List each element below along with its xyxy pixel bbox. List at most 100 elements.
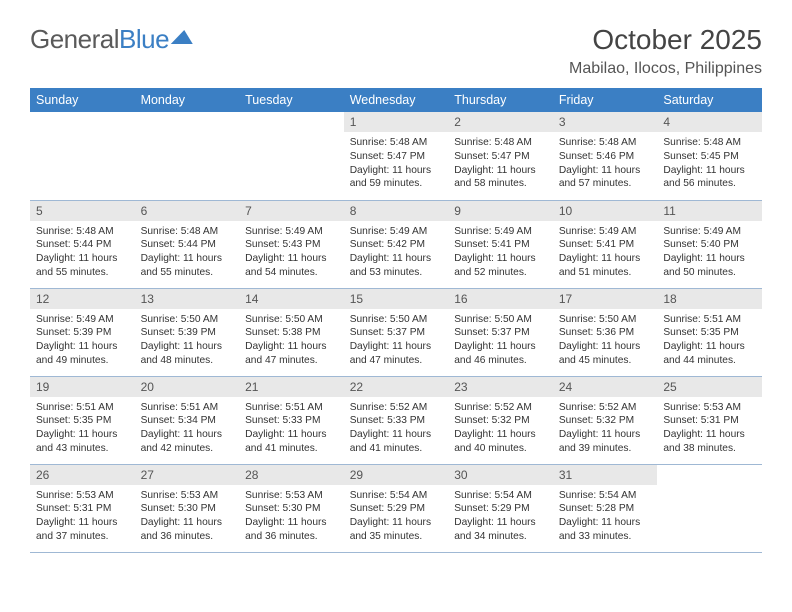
- day-number: 22: [344, 377, 449, 397]
- logo-text-2: Blue: [119, 24, 169, 55]
- calendar-cell: 0: [239, 112, 344, 200]
- day-number: 12: [30, 289, 135, 309]
- day-number: 20: [135, 377, 240, 397]
- day-number: 10: [553, 201, 658, 221]
- day-number: 14: [239, 289, 344, 309]
- location-text: Mabilao, Ilocos, Philippines: [569, 60, 762, 78]
- calendar-cell: 13Sunrise: 5:50 AMSunset: 5:39 PMDayligh…: [135, 288, 240, 376]
- calendar-cell: 19Sunrise: 5:51 AMSunset: 5:35 PMDayligh…: [30, 376, 135, 464]
- day-details: Sunrise: 5:51 AMSunset: 5:34 PMDaylight:…: [135, 397, 240, 458]
- day-details: Sunrise: 5:49 AMSunset: 5:42 PMDaylight:…: [344, 221, 449, 282]
- calendar-cell: 12Sunrise: 5:49 AMSunset: 5:39 PMDayligh…: [30, 288, 135, 376]
- calendar-cell: 29Sunrise: 5:54 AMSunset: 5:29 PMDayligh…: [344, 464, 449, 552]
- calendar-cell: 28Sunrise: 5:53 AMSunset: 5:30 PMDayligh…: [239, 464, 344, 552]
- day-number: 27: [135, 465, 240, 485]
- day-number: 7: [239, 201, 344, 221]
- calendar-cell: 22Sunrise: 5:52 AMSunset: 5:33 PMDayligh…: [344, 376, 449, 464]
- day-number: 13: [135, 289, 240, 309]
- day-number: 9: [448, 201, 553, 221]
- calendar-cell: 24Sunrise: 5:52 AMSunset: 5:32 PMDayligh…: [553, 376, 658, 464]
- day-details: Sunrise: 5:49 AMSunset: 5:41 PMDaylight:…: [448, 221, 553, 282]
- calendar-cell: 25Sunrise: 5:53 AMSunset: 5:31 PMDayligh…: [657, 376, 762, 464]
- day-number: 17: [553, 289, 658, 309]
- day-details: Sunrise: 5:50 AMSunset: 5:37 PMDaylight:…: [448, 309, 553, 370]
- weekday-header: Thursday: [448, 88, 553, 112]
- calendar-cell: 11Sunrise: 5:49 AMSunset: 5:40 PMDayligh…: [657, 200, 762, 288]
- day-number: 8: [344, 201, 449, 221]
- weekday-header: Sunday: [30, 88, 135, 112]
- weekday-header-row: Sunday Monday Tuesday Wednesday Thursday…: [30, 88, 762, 112]
- calendar-cell: 20Sunrise: 5:51 AMSunset: 5:34 PMDayligh…: [135, 376, 240, 464]
- day-number: 5: [30, 201, 135, 221]
- day-number: 15: [344, 289, 449, 309]
- logo-text-1: General: [30, 24, 119, 55]
- day-details: Sunrise: 5:49 AMSunset: 5:43 PMDaylight:…: [239, 221, 344, 282]
- calendar-cell: 2Sunrise: 5:48 AMSunset: 5:47 PMDaylight…: [448, 112, 553, 200]
- title-block: October 2025 Mabilao, Ilocos, Philippine…: [569, 24, 762, 78]
- calendar-cell: 17Sunrise: 5:50 AMSunset: 5:36 PMDayligh…: [553, 288, 658, 376]
- day-details: Sunrise: 5:53 AMSunset: 5:31 PMDaylight:…: [657, 397, 762, 458]
- day-details: Sunrise: 5:53 AMSunset: 5:30 PMDaylight:…: [239, 485, 344, 546]
- calendar-cell: 9Sunrise: 5:49 AMSunset: 5:41 PMDaylight…: [448, 200, 553, 288]
- day-details: Sunrise: 5:53 AMSunset: 5:31 PMDaylight:…: [30, 485, 135, 546]
- day-number: 2: [448, 112, 553, 132]
- day-details: Sunrise: 5:52 AMSunset: 5:32 PMDaylight:…: [553, 397, 658, 458]
- day-number: 11: [657, 201, 762, 221]
- day-number: 30: [448, 465, 553, 485]
- day-details: Sunrise: 5:51 AMSunset: 5:35 PMDaylight:…: [30, 397, 135, 458]
- day-details: Sunrise: 5:54 AMSunset: 5:29 PMDaylight:…: [448, 485, 553, 546]
- weekday-header: Wednesday: [344, 88, 449, 112]
- calendar-cell: 6Sunrise: 5:48 AMSunset: 5:44 PMDaylight…: [135, 200, 240, 288]
- day-details: Sunrise: 5:48 AMSunset: 5:47 PMDaylight:…: [344, 132, 449, 193]
- weekday-header: Friday: [553, 88, 658, 112]
- day-details: Sunrise: 5:48 AMSunset: 5:44 PMDaylight:…: [30, 221, 135, 282]
- calendar-cell: 15Sunrise: 5:50 AMSunset: 5:37 PMDayligh…: [344, 288, 449, 376]
- day-details: Sunrise: 5:48 AMSunset: 5:47 PMDaylight:…: [448, 132, 553, 193]
- day-details: Sunrise: 5:50 AMSunset: 5:36 PMDaylight:…: [553, 309, 658, 370]
- day-details: Sunrise: 5:48 AMSunset: 5:45 PMDaylight:…: [657, 132, 762, 193]
- calendar-row: 19Sunrise: 5:51 AMSunset: 5:35 PMDayligh…: [30, 376, 762, 464]
- calendar-cell: 18Sunrise: 5:51 AMSunset: 5:35 PMDayligh…: [657, 288, 762, 376]
- calendar-body: 0 0 0 1Sunrise: 5:48 AMSunset: 5:47 PMDa…: [30, 112, 762, 552]
- day-number: 31: [553, 465, 658, 485]
- calendar-cell: 1Sunrise: 5:48 AMSunset: 5:47 PMDaylight…: [344, 112, 449, 200]
- calendar-row: 0 0 0 1Sunrise: 5:48 AMSunset: 5:47 PMDa…: [30, 112, 762, 200]
- calendar-cell: 26Sunrise: 5:53 AMSunset: 5:31 PMDayligh…: [30, 464, 135, 552]
- day-number: 29: [344, 465, 449, 485]
- day-details: Sunrise: 5:51 AMSunset: 5:33 PMDaylight:…: [239, 397, 344, 458]
- calendar-cell: 16Sunrise: 5:50 AMSunset: 5:37 PMDayligh…: [448, 288, 553, 376]
- day-details: Sunrise: 5:49 AMSunset: 5:41 PMDaylight:…: [553, 221, 658, 282]
- day-details: Sunrise: 5:54 AMSunset: 5:29 PMDaylight:…: [344, 485, 449, 546]
- day-number: 4: [657, 112, 762, 132]
- day-details: Sunrise: 5:53 AMSunset: 5:30 PMDaylight:…: [135, 485, 240, 546]
- calendar-cell: 4Sunrise: 5:48 AMSunset: 5:45 PMDaylight…: [657, 112, 762, 200]
- weekday-header: Saturday: [657, 88, 762, 112]
- day-details: Sunrise: 5:50 AMSunset: 5:39 PMDaylight:…: [135, 309, 240, 370]
- day-details: Sunrise: 5:49 AMSunset: 5:40 PMDaylight:…: [657, 221, 762, 282]
- weekday-header: Monday: [135, 88, 240, 112]
- logo: GeneralBlue: [30, 24, 194, 55]
- calendar-cell: 14Sunrise: 5:50 AMSunset: 5:38 PMDayligh…: [239, 288, 344, 376]
- sail-icon: [172, 28, 194, 44]
- calendar-cell: 31Sunrise: 5:54 AMSunset: 5:28 PMDayligh…: [553, 464, 658, 552]
- day-details: Sunrise: 5:54 AMSunset: 5:28 PMDaylight:…: [553, 485, 658, 546]
- month-title: October 2025: [569, 24, 762, 56]
- calendar-cell: 5Sunrise: 5:48 AMSunset: 5:44 PMDaylight…: [30, 200, 135, 288]
- day-number: 21: [239, 377, 344, 397]
- calendar-cell: 8Sunrise: 5:49 AMSunset: 5:42 PMDaylight…: [344, 200, 449, 288]
- calendar-cell: 7Sunrise: 5:49 AMSunset: 5:43 PMDaylight…: [239, 200, 344, 288]
- day-details: Sunrise: 5:50 AMSunset: 5:38 PMDaylight:…: [239, 309, 344, 370]
- day-details: Sunrise: 5:48 AMSunset: 5:44 PMDaylight:…: [135, 221, 240, 282]
- day-number: 1: [344, 112, 449, 132]
- calendar-cell: 21Sunrise: 5:51 AMSunset: 5:33 PMDayligh…: [239, 376, 344, 464]
- day-number: 23: [448, 377, 553, 397]
- calendar-table: Sunday Monday Tuesday Wednesday Thursday…: [30, 88, 762, 553]
- day-number: 24: [553, 377, 658, 397]
- day-number: 6: [135, 201, 240, 221]
- calendar-cell: 23Sunrise: 5:52 AMSunset: 5:32 PMDayligh…: [448, 376, 553, 464]
- calendar-cell: 3Sunrise: 5:48 AMSunset: 5:46 PMDaylight…: [553, 112, 658, 200]
- day-details: Sunrise: 5:48 AMSunset: 5:46 PMDaylight:…: [553, 132, 658, 193]
- calendar-cell: 0: [135, 112, 240, 200]
- day-details: Sunrise: 5:52 AMSunset: 5:32 PMDaylight:…: [448, 397, 553, 458]
- weekday-header: Tuesday: [239, 88, 344, 112]
